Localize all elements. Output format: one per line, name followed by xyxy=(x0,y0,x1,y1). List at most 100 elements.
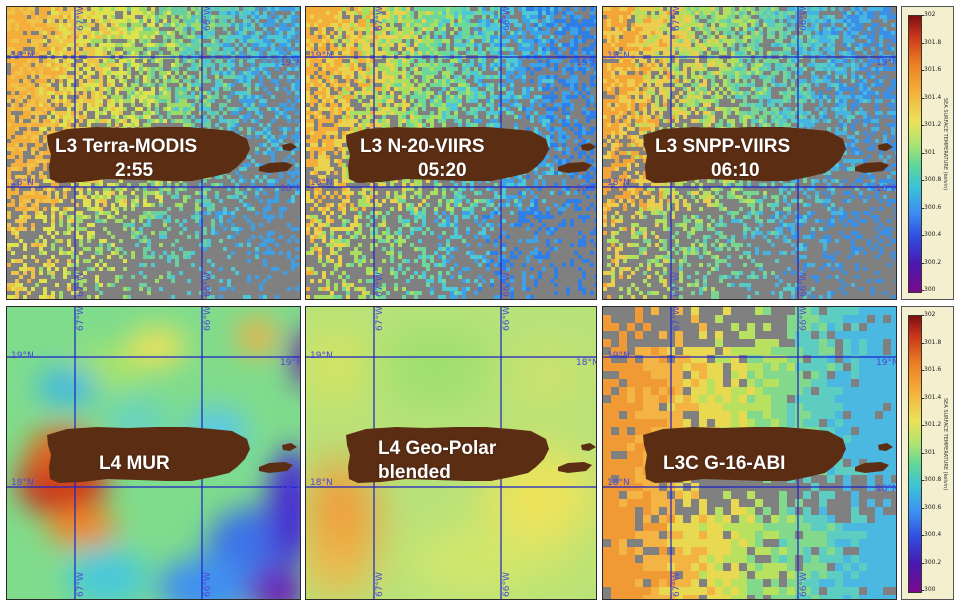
longitude-label: 66°W xyxy=(502,6,512,31)
latitude-label: 18°N xyxy=(11,478,34,488)
latitude-label: 18°N xyxy=(280,484,301,494)
panel-title-mur: L4 MUR xyxy=(99,452,170,476)
longitude-label: 67°W xyxy=(76,6,86,31)
sst-map-abi xyxy=(603,307,896,599)
colorbar-tick-label: 301.8 xyxy=(920,38,942,46)
panel-title-geopolar: L4 Geo-Polar blended xyxy=(378,437,496,485)
longitude-label: 67°W xyxy=(672,272,682,297)
map-panel-terra-modis: L3 Terra-MODIS 2:55 67°W 67°W 66°W 66°W 19°N… xyxy=(6,6,301,300)
map-panel-n20-viirs: L3 N-20-VIIRS 05:20 67°W 67°W 66°W 66°W 19°N… xyxy=(305,6,597,300)
latitude-label: 19°N xyxy=(310,51,333,61)
colorbar-tick-label: 300.2 xyxy=(920,558,942,566)
panel-title-line1: L3 Terra-MODIS xyxy=(55,136,198,157)
colorbar-bottom: 302 301.8 301.6 301.4 301.2 301 300.8 300.6 300.… xyxy=(901,306,954,600)
longitude-label: 67°W xyxy=(672,306,682,331)
puerto-rico-landmass xyxy=(47,427,250,483)
puerto-rico-landmass xyxy=(346,427,549,483)
panel-title-line2: 06:10 xyxy=(711,159,760,181)
vieques-island xyxy=(259,462,293,473)
map-panel-snpp-viirs: L3 SNPP-VIIRS 06:10 67°W 67°W 66°W 66°W 19°N… xyxy=(602,6,897,300)
colorbar-tick-label: 301.8 xyxy=(920,338,942,346)
panel-title-n20: L3 N-20-VIIRS 05:20 xyxy=(360,135,485,183)
latitude-label: 18°N xyxy=(576,184,597,194)
panel-title-line2: 2:55 xyxy=(115,159,154,181)
colorbar-tick-label: 300.4 xyxy=(920,231,942,238)
longitude-label: 67°W xyxy=(672,572,682,597)
longitude-label: 66°W xyxy=(203,6,213,31)
panel-title-line1: L3 SNPP-VIIRS xyxy=(655,136,791,157)
latitude-label: 19°N xyxy=(576,58,597,68)
puerto-rico-landmass xyxy=(643,427,846,483)
colorbar-tick-label: 301.4 xyxy=(920,393,942,401)
latitude-label: 19°N xyxy=(280,58,301,68)
longitude-label: 66°W xyxy=(203,306,213,331)
colorbar-tick-label: 300.2 xyxy=(920,258,942,266)
panel-title-line2: 05:20 xyxy=(418,159,467,181)
longitude-label: 66°W xyxy=(799,6,809,31)
colorbar-tick-label: 301.2 xyxy=(920,421,942,428)
colorbar-tick-label: 300.8 xyxy=(920,176,942,183)
longitude-label: 66°W xyxy=(799,572,809,597)
sst-map-n20 xyxy=(306,7,596,299)
colorbar-tick-label: 301.6 xyxy=(920,66,942,73)
latitude-label: 19°N xyxy=(11,351,34,361)
map-panel-g16-abi: L3C G-16-ABI 67°W 67°W 66°W 66°W 19°N 19°N 18°… xyxy=(602,306,897,600)
latitude-label: 18°N xyxy=(280,184,301,194)
longitude-label: 66°W xyxy=(799,306,809,331)
culebra-island xyxy=(282,143,297,151)
colorbar-ramp xyxy=(908,315,922,593)
colorbar-tick-label: 302 xyxy=(920,311,936,318)
panel-title-line1: L3 N-20-VIIRS xyxy=(360,136,485,157)
colorbar-ramp xyxy=(908,15,922,293)
panel-title-terra: L3 Terra-MODIS 2:55 xyxy=(55,135,197,183)
longitude-label: 66°W xyxy=(502,272,512,297)
sst-map-terra xyxy=(7,7,300,299)
vieques-island xyxy=(558,462,592,473)
latitude-label: 18°N xyxy=(310,178,333,188)
longitude-label: 67°W xyxy=(375,6,385,31)
colorbar-tick-label: 300 xyxy=(920,586,936,593)
latitude-label: 18°N xyxy=(876,184,897,194)
culebra-island xyxy=(878,143,893,151)
latitude-label: 18°N xyxy=(876,484,897,494)
puerto-rico-landmass xyxy=(346,127,549,183)
puerto-rico-landmass xyxy=(643,127,846,183)
colorbar-tick-label: 301.4 xyxy=(920,93,942,101)
colorbar-tick-label: 301 xyxy=(920,148,936,156)
colorbar-tick-label: 301 xyxy=(920,448,936,456)
panel-title-line1: L4 Geo-Polar xyxy=(378,438,497,459)
longitude-label: 67°W xyxy=(375,572,385,597)
colorbar-tick-label: 300 xyxy=(920,286,936,293)
colorbar-title: SEA SURFACE TEMPERATURE (kelvin) xyxy=(942,98,948,191)
colorbar-tick-label: 300.6 xyxy=(920,503,942,511)
colorbar-tick-label: 300.4 xyxy=(920,531,942,538)
colorbar-tick-label: 301.6 xyxy=(920,366,942,373)
longitude-label: 67°W xyxy=(672,6,682,31)
sst-map-snpp xyxy=(603,7,896,299)
latitude-label: 18°N xyxy=(607,178,630,188)
culebra-island xyxy=(581,443,596,451)
panel-title-line1: L4 MUR xyxy=(99,453,170,474)
vieques-island xyxy=(259,162,293,173)
colorbar-top: 302 301.8 301.6 301.4 301.2 301 300.8 300.6 300.… xyxy=(901,6,954,300)
longitude-label: 67°W xyxy=(76,306,86,331)
longitude-label: 66°W xyxy=(203,272,213,297)
latitude-label: 19°N xyxy=(876,58,897,68)
culebra-island xyxy=(878,443,893,451)
latitude-label: 19°N xyxy=(280,358,301,368)
longitude-label: 66°W xyxy=(502,572,512,597)
colorbar-tick-label: 302 xyxy=(920,11,936,18)
latitude-label: 19°N xyxy=(876,358,897,368)
colorbar-title: SEA SURFACE TEMPERATURE (kelvin) xyxy=(942,398,948,491)
latitude-label: 19°N xyxy=(607,351,630,361)
colorbar-tick-label: 300.6 xyxy=(920,203,942,211)
latitude-label: 18°N xyxy=(607,478,630,488)
panel-title-line1: L3C G-16-ABI xyxy=(663,453,786,474)
sst-map-geopolar xyxy=(306,307,596,599)
longitude-label: 66°W xyxy=(203,572,213,597)
culebra-island xyxy=(581,143,596,151)
latitude-label: 18°N xyxy=(310,478,333,488)
latitude-label: 19°N xyxy=(607,51,630,61)
latitude-label: 19°N xyxy=(11,51,34,61)
longitude-label: 67°W xyxy=(375,272,385,297)
